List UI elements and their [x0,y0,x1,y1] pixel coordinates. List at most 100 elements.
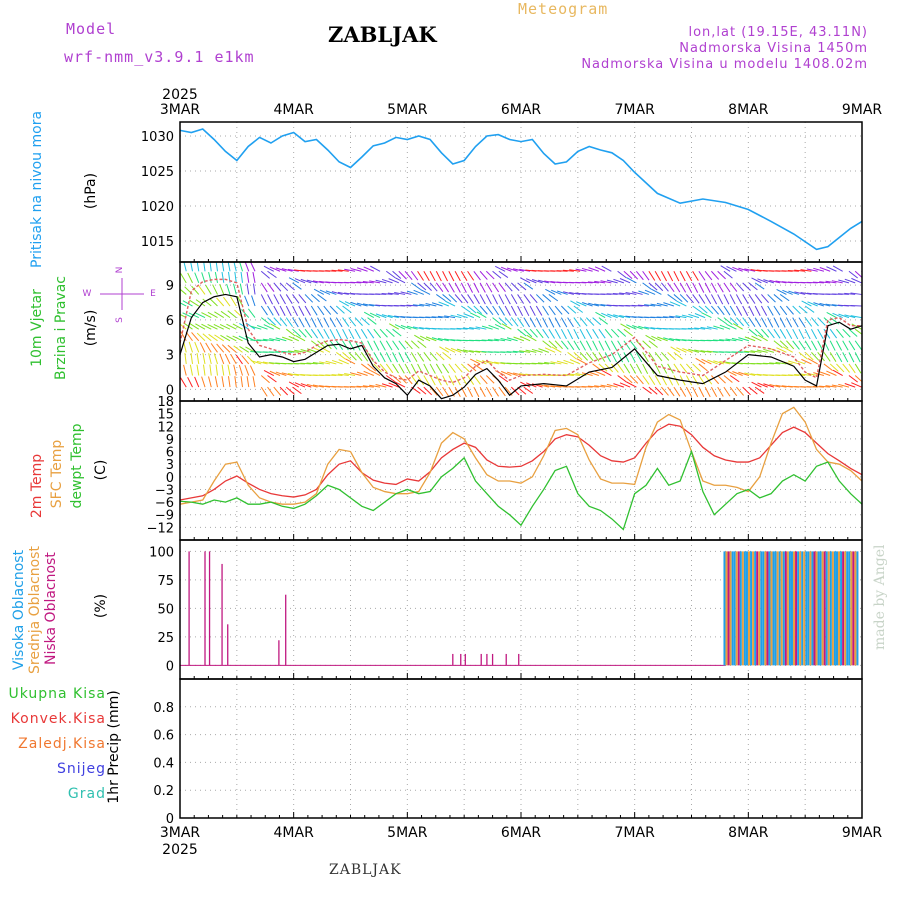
wind-arrow [267,386,275,397]
wind-arrow [442,351,452,360]
wind-arrow [648,282,658,291]
wind-arrow [230,354,237,365]
wind-arrow [800,373,812,377]
wind-arrow [588,267,600,272]
wind-arrow [221,376,225,388]
wind-arrow [442,271,449,282]
wind-arrow [687,327,699,330]
wind-arrow [812,281,824,284]
wind-arrow [569,373,581,377]
wind-arrow [663,302,675,307]
wind-arrow [573,340,581,351]
wind-arrow [523,282,534,290]
wind-arrow [673,386,681,397]
wind-arrow [413,289,425,295]
wind-arrow [698,270,706,281]
wind-arrow [729,375,740,383]
wind-arrow [260,305,268,316]
wind-arrow [542,305,549,316]
wind-arrow [826,266,837,272]
precip-tick-label: 0 [166,812,174,827]
wind-arrow [209,364,212,376]
wind-arrow [398,375,407,384]
wind-arrow [544,361,556,365]
wind-arrow [842,363,850,373]
wind-arrow [611,328,620,338]
wind-arrow [180,377,187,388]
wind-arrow [686,294,694,304]
wind-arrow [667,375,674,386]
wind-arrow [196,332,206,342]
wind-arrow [667,282,675,293]
wind-arrow [854,340,862,351]
wind-arrow [642,340,652,349]
wind-arrow [744,372,756,377]
wind-arrow [214,271,219,283]
wind-arrow [679,386,687,397]
wind-arrow [406,290,418,295]
wind-arrow [560,328,567,340]
date-label-top: 5MAR [387,102,428,118]
wind-arrow [732,266,743,272]
pressure-tick-label: 1025 [141,165,174,180]
wind-arrow [692,305,702,313]
wind-arrow [736,317,745,327]
wind-arrow [801,300,812,307]
wind-arrow [510,294,518,305]
wind-arrow [519,335,531,342]
wind-arrow [513,372,524,377]
wind-arrow [473,375,481,385]
wind-arrow [205,342,212,353]
wind-arrow [786,340,795,350]
wind-arrow [575,268,587,272]
wind-arrow [648,340,658,348]
wind-arrow [473,282,480,293]
wind-arrow [825,385,837,388]
wind-arrow [230,296,237,307]
wind-arrow [504,305,511,316]
wind-arrow [310,305,318,316]
wind-arrow [360,317,370,326]
wind-arrow [342,340,349,351]
wind-arrow [617,340,624,351]
wind-arrow [582,302,593,307]
wind-arrow [417,375,425,385]
wind-arrow [227,344,237,353]
wind-arrow [273,282,282,292]
wind-arrow [473,363,484,371]
wind-arrow [180,281,181,283]
precip-legend-hail: Grad [67,786,106,802]
wind-arrow [498,282,506,292]
wind-arrow [275,337,287,342]
wind-arrow [312,280,324,284]
wind-arrow [612,292,624,295]
wind-arrow [423,352,431,362]
wind-arrow [262,338,274,342]
wind-arrow [412,326,424,330]
temp-tick-label: 3 [166,458,174,473]
wind-arrow [475,359,487,365]
wind-arrow [363,311,375,319]
wind-arrow [180,273,187,284]
date-label-bottom: 9MAR [842,825,883,841]
wind-arrow [479,375,488,385]
wind-arrow [379,352,386,363]
wind-arrow [388,382,399,388]
wind-speed-line [180,293,862,400]
date-label-bottom: 3MAR [160,825,201,841]
wind-arrow [288,277,300,284]
wind-arrow [381,293,393,295]
wind-arrow [760,305,768,316]
wind-arrow [520,277,531,284]
wind-arrow [251,295,256,307]
wind-arrow [548,328,556,339]
wind-arrow [190,352,193,365]
wind-arrow [819,281,831,284]
wind-arrow [456,348,468,353]
wind-arrow [295,335,306,342]
wind-arrow [775,384,787,388]
wind-arrow [787,374,799,377]
wind-arrow [479,386,486,398]
wind-arrow [379,340,386,351]
wind-arrow [494,324,506,330]
